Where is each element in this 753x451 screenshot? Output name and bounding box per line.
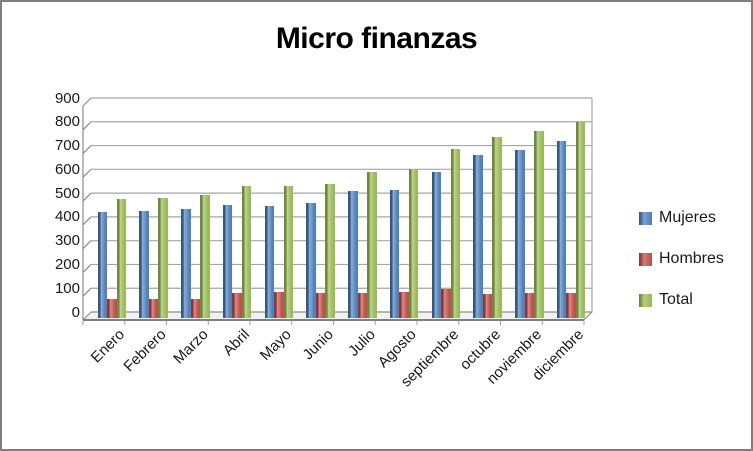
- legend-label-total: Total: [659, 291, 693, 308]
- legend-label-hombres: Hombres: [659, 250, 724, 267]
- legend: Mujeres Hombres Total: [639, 209, 724, 332]
- y-axis-tick-label-100: 100: [54, 279, 80, 297]
- y-axis-tick-label-300: 300: [54, 232, 80, 250]
- legend-marker-total: [639, 293, 652, 307]
- bar-total-junio: [325, 183, 335, 318]
- legend-marker-mujeres: [639, 211, 652, 225]
- bar-total-julio: [367, 171, 377, 318]
- wall-connector-700: [82, 145, 92, 154]
- bar-hombres-enero: [107, 298, 117, 318]
- wall-connector-0: [82, 311, 92, 321]
- legend-label-mujeres: Mujeres: [659, 209, 716, 226]
- bar-mujeres-julio: [348, 190, 358, 318]
- y-axis-tick-label-700: 700: [54, 137, 80, 155]
- bar-mujeres-febrero: [139, 210, 149, 318]
- y-axis-tick-label-500: 500: [54, 184, 80, 202]
- bar-total-octubre: [492, 137, 502, 318]
- y-axis-tick-label-900: 900: [54, 89, 80, 107]
- bar-mujeres-diciembre: [556, 140, 567, 318]
- bar-mujeres-mayo: [264, 206, 275, 318]
- bar-mujeres-marzo: [181, 208, 191, 318]
- bar-total-noviembre: [534, 131, 544, 318]
- bar-mujeres-enero: [97, 212, 108, 318]
- y-axis-tick-label-200: 200: [54, 255, 80, 273]
- y-axis-tick-label-600: 600: [54, 160, 80, 178]
- wall-connector-800: [82, 121, 92, 131]
- bar-hombres-julio: [357, 292, 368, 318]
- bar-total-agosto: [408, 169, 419, 318]
- bar-total-septiembre: [450, 149, 461, 318]
- wall-connector-300: [82, 240, 92, 250]
- y-axis-tick-label-800: 800: [54, 113, 80, 131]
- legend-marker-hombres: [639, 252, 652, 266]
- bar-hombres-febrero: [148, 298, 159, 318]
- bar-mujeres-junio: [306, 202, 316, 318]
- bar-hombres-marzo: [190, 298, 201, 318]
- legend-item-total: Total: [639, 291, 724, 309]
- bar-total-marzo: [200, 195, 210, 318]
- y-axis-tick-label-400: 400: [54, 208, 80, 226]
- legend-item-mujeres: Mujeres: [639, 209, 724, 227]
- bar-mujeres-septiembre: [431, 171, 442, 318]
- bar-total-enero: [116, 199, 127, 318]
- wall-connector-500: [82, 192, 92, 202]
- bar-mujeres-octubre: [473, 155, 483, 318]
- bar-total-febrero: [158, 197, 168, 318]
- y-axis-tick-label-0: 0: [71, 303, 80, 321]
- bar-hombres-mayo: [274, 291, 284, 318]
- chart-title: Micro finanzas: [275, 22, 478, 55]
- bar-total-abril: [241, 185, 252, 318]
- wall-connector-400: [82, 216, 92, 226]
- bar-hombres-agosto: [399, 291, 409, 318]
- bar-mujeres-abril: [222, 205, 233, 318]
- wall-connector-200: [82, 264, 92, 273]
- bar-mujeres-agosto: [389, 189, 400, 318]
- bar-hombres-septiembre: [441, 289, 451, 318]
- bar-total-diciembre: [575, 121, 586, 318]
- bar-hombres-octubre: [482, 294, 493, 318]
- bar-hombres-junio: [315, 292, 326, 318]
- bar-hombres-diciembre: [566, 292, 576, 318]
- bar-mujeres-noviembre: [515, 150, 525, 318]
- bar-hombres-noviembre: [524, 292, 535, 318]
- floor: [83, 312, 592, 320]
- wall-connector-900: [82, 97, 92, 107]
- bar-hombres-abril: [232, 292, 242, 318]
- floor-right-connector: [583, 311, 593, 321]
- bar-total-mayo: [283, 185, 294, 318]
- wall-connector-100: [82, 287, 92, 297]
- legend-item-hombres: Hombres: [639, 250, 724, 268]
- wall-connector-600: [82, 168, 92, 178]
